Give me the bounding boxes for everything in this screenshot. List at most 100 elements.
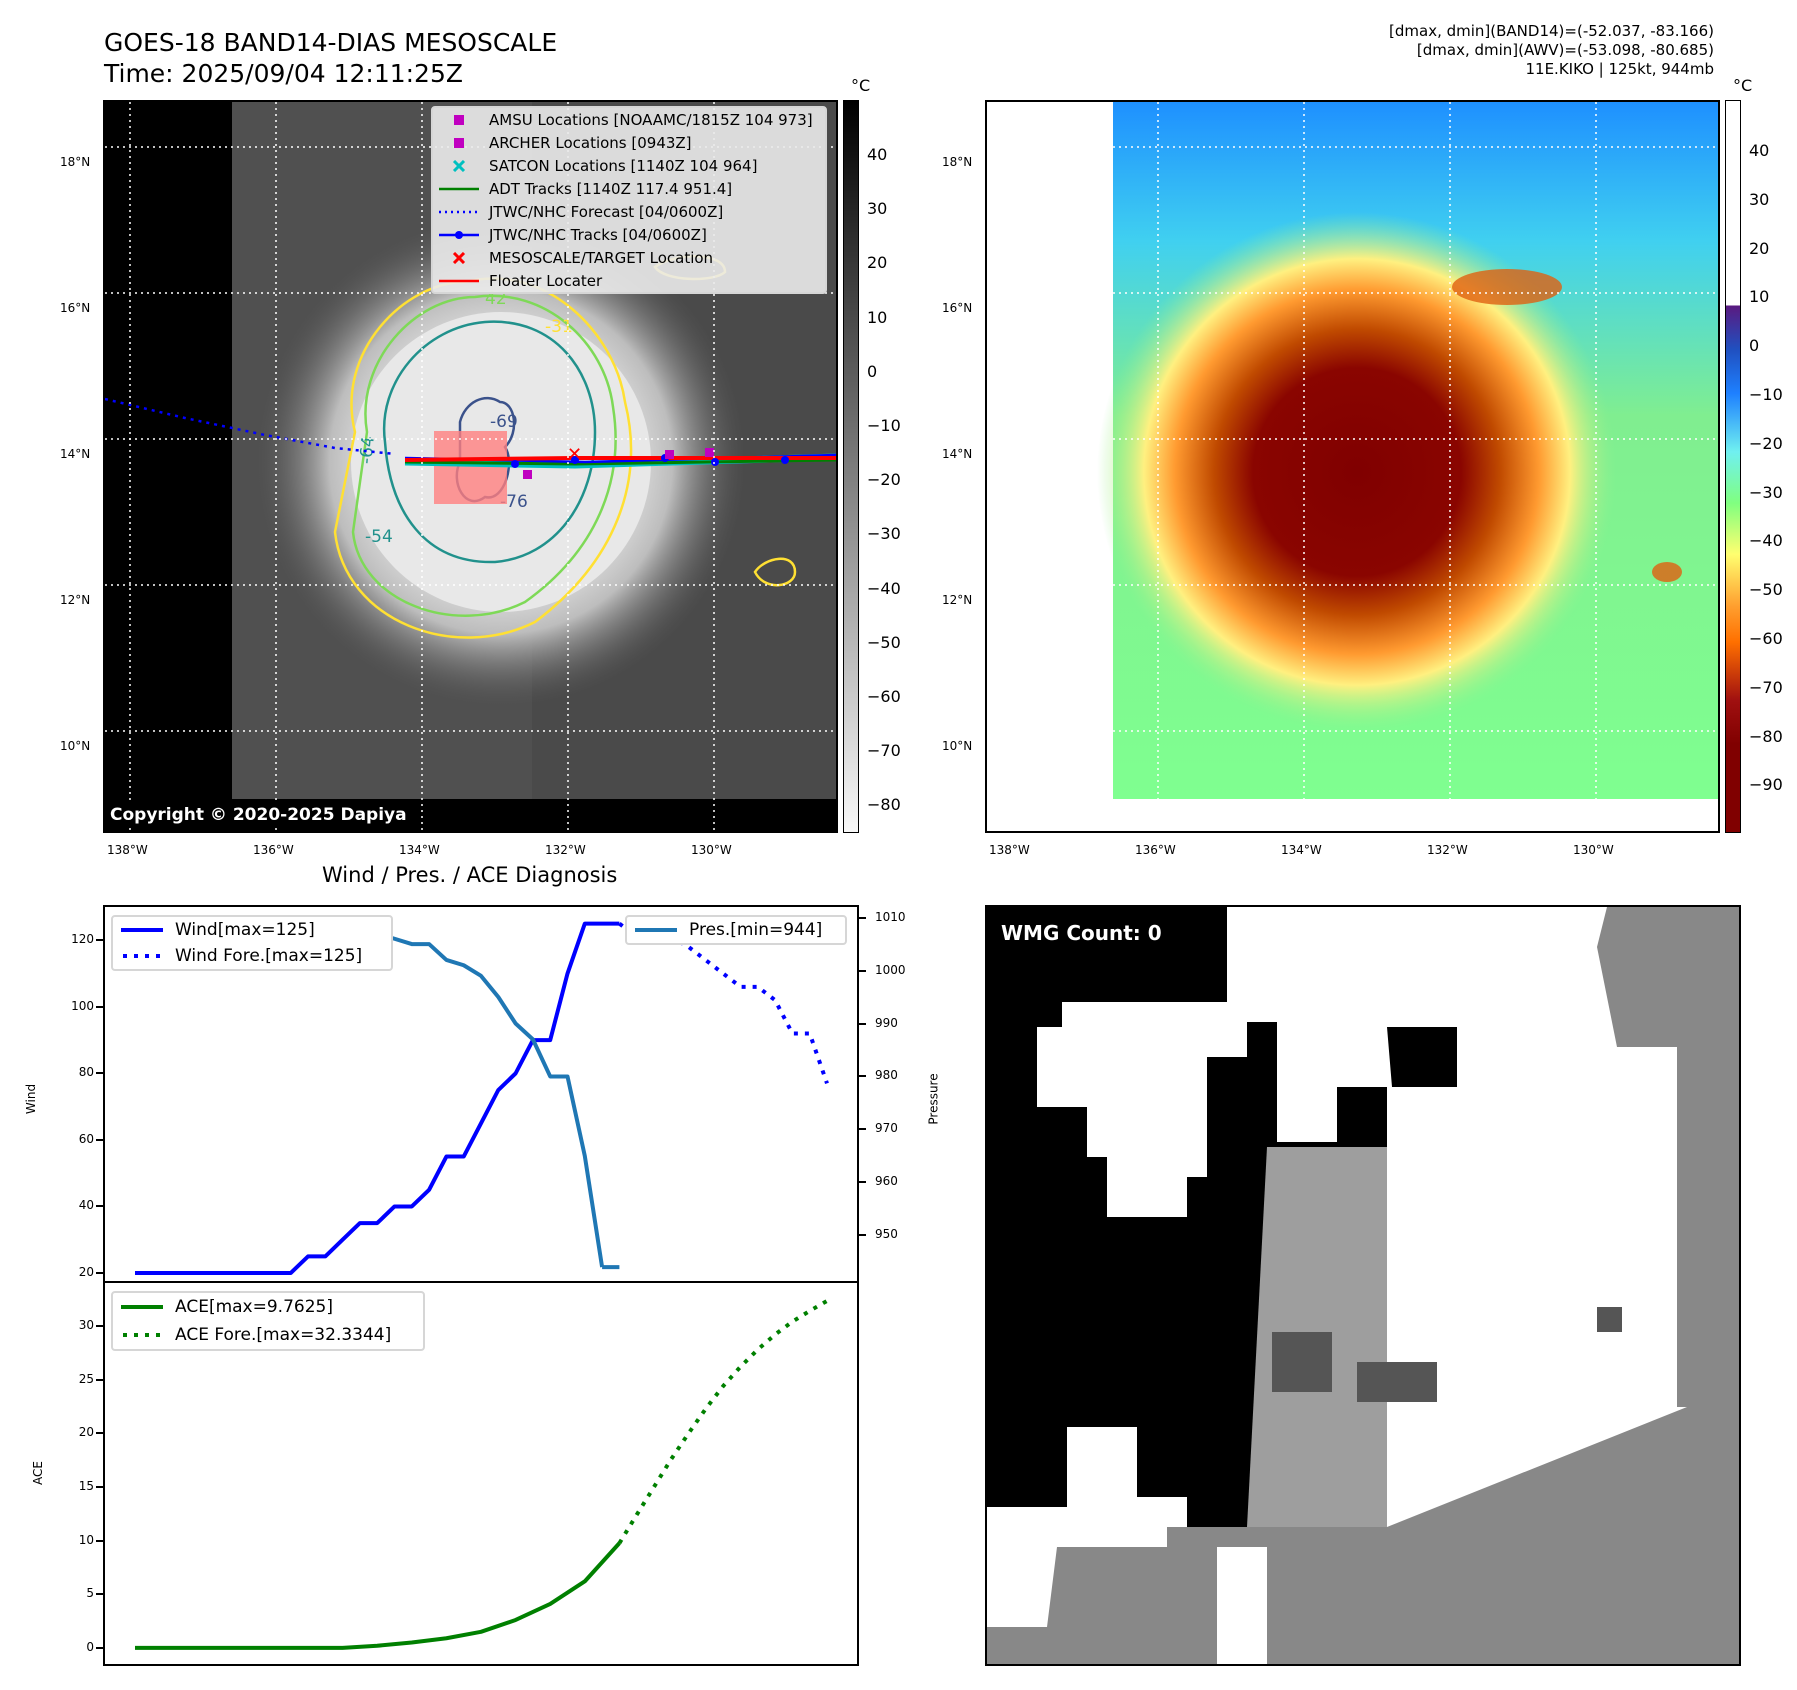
y-tick-mark <box>859 1075 866 1078</box>
lat-tick-18: 18°N <box>60 155 91 169</box>
wmg-panel: WMG Count: 0 <box>985 905 1741 1666</box>
square-marker-icon <box>439 137 479 149</box>
map-legend-label: ARCHER Locations [0943Z] <box>489 133 692 152</box>
colorbar-tick-label: −10 <box>1749 385 1783 404</box>
wmg-dark-block-1 <box>1272 1332 1332 1392</box>
y-tick-label: 40 <box>78 1198 94 1213</box>
legend-label-wind: Wind[max=125] <box>175 920 315 940</box>
figure-title: GOES-18 BAND14-DIAS MESOSCALE Time: 2025… <box>104 27 557 89</box>
x-marker-icon <box>439 159 479 172</box>
ir-gridlines <box>105 102 836 831</box>
map-legend-label: SATCON Locations [1140Z 104 964] <box>489 156 758 175</box>
colorbar-tick-label: −20 <box>867 470 901 490</box>
map-legend-label: MESOSCALE/TARGET Location <box>489 248 714 267</box>
solid-line-icon <box>119 1304 165 1310</box>
contour-teal <box>382 320 597 564</box>
cloud-cluster-north <box>1452 269 1562 305</box>
cloud-cluster-east <box>1652 562 1682 582</box>
colorbar-tick-label: −30 <box>867 524 901 544</box>
lat-tick-10: 10°N <box>60 739 91 753</box>
colorbar-tick-label: −70 <box>867 741 901 761</box>
dotted-line-icon <box>119 953 165 959</box>
contour-label-31: -31 <box>545 317 573 337</box>
wind-pressure-chart: Wind[max=125] Wind Fore.[max=125] Pres.[… <box>103 905 859 1285</box>
colorbar-tick-label: 10 <box>1749 287 1770 307</box>
y-tick-mark <box>96 1205 103 1208</box>
y-tick-label: 80 <box>78 1065 94 1080</box>
map-legend-item: Floater Locater <box>433 269 825 292</box>
ace-series-line-1 <box>617 1299 828 1545</box>
enhanced-map-svg <box>1097 102 1718 799</box>
y-tick-mark <box>96 1072 103 1075</box>
wmg-white-south <box>1217 1547 1267 1664</box>
lon-tick-136: 136°W <box>253 843 294 857</box>
lon-tick-136-right: 136°W <box>1135 843 1176 857</box>
y-tick-label: 100 <box>71 998 94 1013</box>
legend-label-ace: ACE[max=9.7625] <box>175 1297 333 1317</box>
lon-tick-134: 134°W <box>399 843 440 857</box>
y-tick-label: 960 <box>875 1174 898 1189</box>
lon-tick-130-right: 130°W <box>1573 843 1614 857</box>
wmg-gray-northeast <box>1597 907 1739 1407</box>
y-tick-label: 15 <box>78 1478 94 1493</box>
mesoscale-target-marker: ✕ <box>567 444 582 465</box>
legend-label-pressure: Pres.[min=944] <box>689 920 823 940</box>
lat-tick-10-right: 10°N <box>942 739 973 753</box>
map-legend-item: JTWC/NHC Forecast [04/0600Z] <box>433 200 825 223</box>
lat-tick-12: 12°N <box>60 593 91 607</box>
y-tick-mark <box>859 1234 866 1237</box>
legend-item-ace-forecast: ACE Fore.[max=32.3344] <box>113 1321 423 1349</box>
lat-tick-16: 16°N <box>60 301 91 315</box>
colorbar-tick-label: −60 <box>1749 629 1783 648</box>
map-legend-item: AMSU Locations [NOAAMC/1815Z 104 973] <box>433 108 825 131</box>
enhanced-map-panel <box>985 100 1720 833</box>
wmg-grid <box>987 907 1739 1664</box>
ace-series-line-0 <box>135 1541 621 1650</box>
lon-tick-138: 138°W <box>107 843 148 857</box>
lat-tick-14: 14°N <box>60 447 91 461</box>
y-tick-mark <box>96 1378 103 1381</box>
wmg-count-label: WMG Count: 0 <box>993 919 1170 947</box>
solid-line-icon <box>633 927 679 933</box>
map-legend-item: SATCON Locations [1140Z 104 964] <box>433 154 825 177</box>
x-marker-icon <box>439 251 479 264</box>
y-tick-mark <box>859 1181 866 1184</box>
map-legend-label: Floater Locater <box>489 271 603 290</box>
colorbar-tick-label: −10 <box>867 416 901 435</box>
floater-track <box>404 456 836 462</box>
y-tick-mark <box>859 969 866 972</box>
y-tick-mark <box>96 1485 103 1488</box>
y-tick-label: 1000 <box>875 962 906 977</box>
y-tick-label: 990 <box>875 1015 898 1030</box>
y-tick-label: 120 <box>71 932 94 947</box>
gray-colorbar <box>843 100 859 833</box>
floater-box <box>434 431 507 504</box>
y-tick-mark <box>96 1646 103 1649</box>
title-line-1: GOES-18 BAND14-DIAS MESOSCALE <box>104 28 558 57</box>
colorbar-tick-label: −50 <box>867 632 901 652</box>
series-line-1 <box>618 922 829 1085</box>
y-tick-mark <box>96 939 103 942</box>
wmg-black-north <box>1387 1027 1457 1087</box>
y-tick-label: 60 <box>78 1131 94 1146</box>
ace-axis-label: ACE <box>30 1461 45 1485</box>
y-tick-label: 970 <box>875 1121 898 1136</box>
ace-plot <box>135 1299 828 1650</box>
diagnosis-title: Wind / Pres. / ACE Diagnosis <box>322 863 618 887</box>
map-legend-label: ADT Tracks [1140Z 117.4 951.4] <box>489 179 733 198</box>
lon-tick-134-right: 134°W <box>1281 843 1322 857</box>
wmg-dark-block-2 <box>1357 1362 1437 1402</box>
contour-label-64: -64 <box>356 435 378 464</box>
legend-item-wind-forecast: Wind Fore.[max=125] <box>113 943 391 969</box>
copyright-label: Copyright © 2020-2025 Dapiya <box>105 802 412 828</box>
ir-map-legend: AMSU Locations [NOAAMC/1815Z 104 973] ARC… <box>431 106 827 294</box>
title-line-2: Time: 2025/09/04 12:11:25Z <box>104 59 463 88</box>
lon-tick-132-right: 132°W <box>1427 843 1468 857</box>
amsu-archer-points <box>523 448 714 479</box>
y-tick-label: 30 <box>78 1317 94 1332</box>
lat-tick-14-right: 14°N <box>942 447 973 461</box>
colorbar-tick-label: 30 <box>867 199 888 219</box>
map-legend-item: JTWC/NHC Tracks [04/0600Z] <box>433 223 825 246</box>
color-colorbar <box>1725 100 1741 833</box>
enhanced-gridlines <box>1113 102 1718 799</box>
